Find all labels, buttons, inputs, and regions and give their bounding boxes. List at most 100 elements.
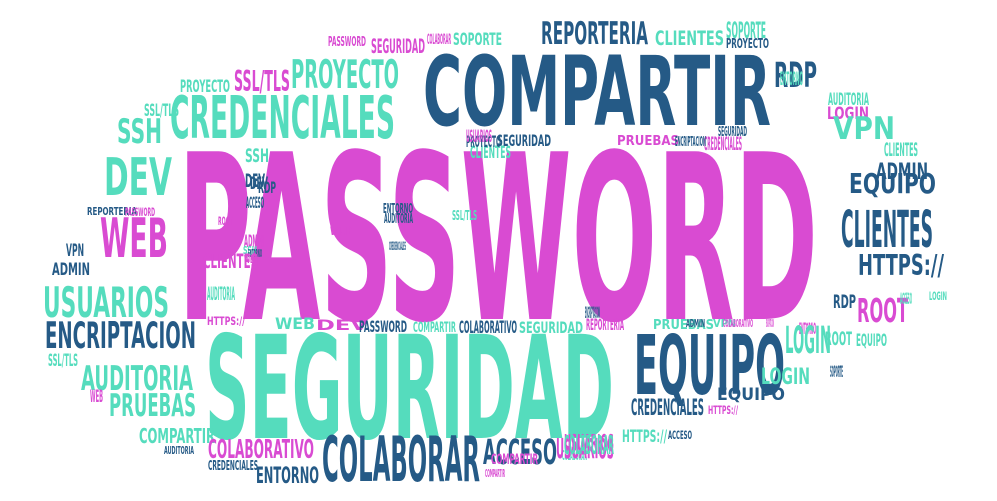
word-credenciales: CREDENCIALES	[208, 459, 258, 474]
word-credenciales: CREDENCIALES	[704, 134, 742, 155]
word-password: PASSWORD	[125, 205, 155, 219]
word-proyecto: PROYECTO	[180, 76, 230, 96]
word-login: LOGIN	[761, 364, 810, 390]
word-rdp: RDP	[833, 292, 856, 313]
word-vpn: VPN	[713, 318, 736, 330]
word-ssh: SSH	[245, 146, 269, 167]
word-root: ROOT	[857, 292, 908, 330]
word-colaborativo: COLABORATIVO	[459, 317, 517, 337]
word-https: HTTPS://	[207, 314, 245, 328]
word-login: LOGIN	[929, 289, 947, 303]
word-proyecto: PROYECTO	[726, 37, 769, 52]
word-rdp: RDP	[774, 55, 817, 96]
word-login: LOGIN	[785, 318, 831, 362]
word-entorno: ENTORNO	[383, 202, 413, 217]
word-equipo: EQUIPO	[717, 384, 785, 404]
word-encriptacion: ENCRIPTACION	[585, 304, 600, 322]
word-seguridad: SEGURIDAD	[718, 125, 747, 140]
word-credenciales: CREDENCIALES	[389, 239, 406, 253]
word-clientes: CLIENTES	[655, 27, 724, 50]
word-equipo: EQUIPO	[634, 319, 785, 414]
word-auditoria: AUDITORIA	[828, 89, 869, 109]
word-pruebas: PRUEBAS	[653, 318, 714, 333]
word-compartir: COMPARTIR	[491, 452, 538, 468]
word-usuarios: USUARIOS	[43, 278, 169, 327]
word-entorno: ENTORNO	[256, 463, 319, 489]
word-compartir: COMPARTIR	[423, 36, 771, 148]
word-entorno: ENTORNO	[248, 248, 262, 260]
word-seguridad: SEGURIDAD	[497, 132, 551, 150]
word-usuarios: USUARIOS	[556, 434, 614, 465]
word-colaborar: COLABORAR	[564, 431, 614, 461]
word-password: PASSWORD	[328, 35, 366, 50]
word-rdp: RDP	[258, 179, 276, 197]
word-encriptacion: ENCRIPTACION	[45, 314, 196, 357]
word-compartir: COMPARTIR	[139, 424, 215, 448]
word-soporte: SOPORTE	[830, 363, 843, 381]
word-vpn: VPN	[833, 111, 895, 147]
word-credenciales: CREDENCIALES	[170, 84, 395, 152]
word-ssl-tls: SSL/TLS	[452, 209, 477, 224]
word-compartir: COMPARTIR	[485, 468, 505, 480]
word-acceso: ACCESO	[668, 428, 692, 442]
word-clientes: CLIENTES	[203, 250, 258, 273]
word-web: WEB	[275, 315, 315, 333]
word-compartir: COMPARTIR	[413, 320, 456, 336]
word-https: HTTPS://	[858, 248, 944, 282]
word-dev: DEV	[245, 171, 265, 192]
word-equipo: EQUIPO	[856, 330, 887, 350]
word-ssl-tls: SSL/TLS	[144, 100, 179, 120]
word-proyecto: PROYECTO	[291, 53, 399, 98]
word-ssh: SSH	[117, 112, 162, 151]
word-colaborativo: COLABORATIVO	[208, 435, 314, 465]
word-dev: DEV	[316, 318, 368, 334]
word-password: PASSWORD	[359, 318, 407, 336]
word-usuarios: USUARIOS	[466, 126, 492, 146]
word-reporteria: REPORTERIA	[87, 206, 137, 218]
word-colaborativo: COLABORATIVO	[723, 318, 753, 330]
word-web: WEB	[244, 254, 258, 266]
word-seguridad: SEGURIDAD	[519, 319, 583, 337]
word-root: ROOT	[218, 214, 233, 228]
word-auditoria: AUDITORIA	[164, 445, 194, 457]
word-usuarios: USUARIOS	[564, 429, 614, 457]
word-vpn: VPN	[66, 240, 84, 260]
word-reporteria: REPORTERIA	[586, 316, 624, 334]
word-soporte: SOPORTE	[453, 29, 502, 49]
word-proyecto: PROYECTO	[466, 133, 501, 151]
word-seguridad: SEGURIDAD	[371, 35, 425, 58]
word-clientes: CLIENTES	[841, 200, 933, 259]
word-auditoria: AUDITORIA	[81, 359, 193, 398]
word-admin: ADMIN	[876, 159, 928, 185]
word-entorno: ENTORNO	[780, 69, 803, 90]
word-password: PASSWORD	[178, 106, 818, 374]
word-https: HTTPS://	[708, 403, 738, 417]
word-acceso: ACCESO	[900, 290, 912, 308]
word-colaborar: COLABORAR	[427, 32, 451, 48]
word-seguridad: SEGURIDAD	[205, 305, 614, 472]
word-https: HTTPS://	[622, 426, 667, 446]
word-ssh: SSH	[243, 245, 257, 257]
word-auditoria: AUDITORIA	[384, 212, 413, 227]
word-reporteria: REPORTERIA	[541, 16, 648, 52]
word-acceso: ACCESO	[246, 194, 264, 212]
word-colaborar: COLABORAR	[322, 423, 480, 496]
word-login: LOGIN	[827, 103, 869, 123]
word-entorno: ENTORNO	[799, 320, 816, 338]
word-web: WEB	[100, 206, 168, 270]
word-colaborar: COLABORAR	[562, 449, 587, 464]
word-acceso: ACCESO	[483, 432, 557, 473]
word-dev: DEV	[104, 148, 172, 208]
word-web: WEB	[330, 224, 352, 238]
word-clientes: CLIENTES	[884, 140, 918, 161]
word-auditoria: AUDITORIA	[207, 284, 235, 305]
word-pruebas: PRUEBAS	[617, 134, 679, 149]
word-root: ROOT	[825, 329, 852, 350]
word-clientes: CLIENTES	[470, 142, 511, 162]
word-credenciales: CREDENCIALES	[631, 395, 704, 421]
word-admin: ADMIN	[52, 259, 90, 279]
word-ssl-tls: SSL/TLS	[234, 64, 290, 98]
word-equipo: EQUIPO	[849, 169, 936, 200]
